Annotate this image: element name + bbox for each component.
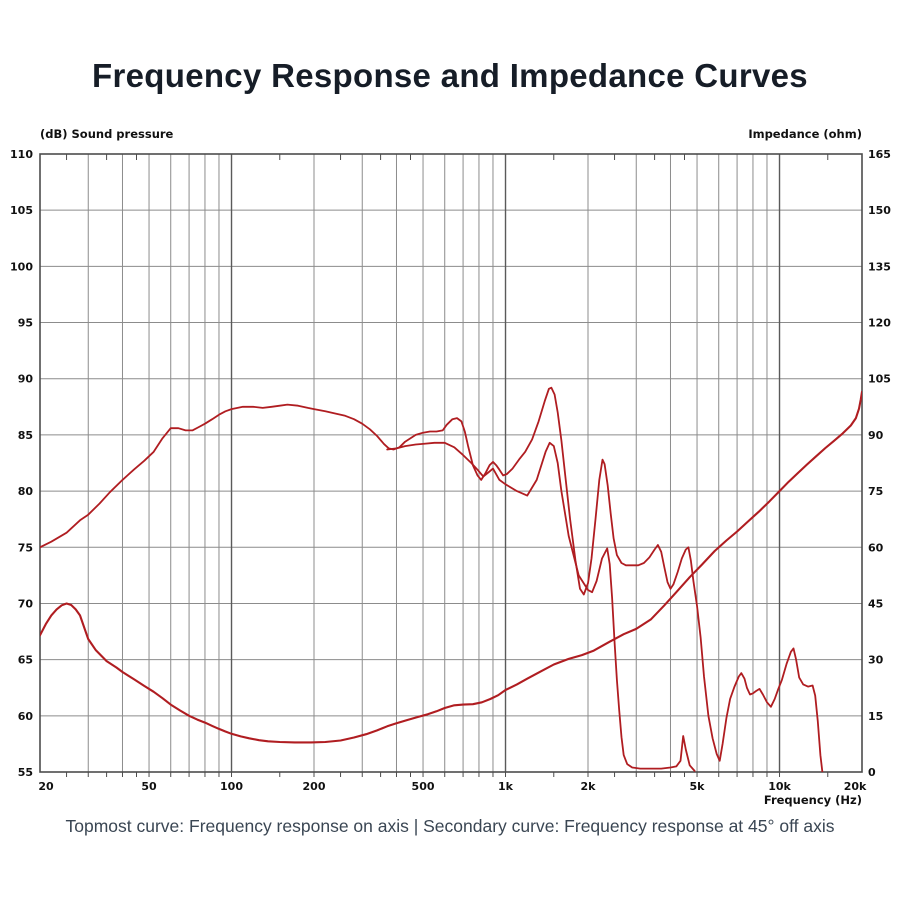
y-right-tick-label: 30 (868, 654, 884, 667)
y-left-tick-label: 90 (18, 373, 34, 386)
left-axis-header: (dB) Sound pressure (40, 127, 174, 141)
y-left-tick-label: 110 (10, 148, 33, 161)
x-tick-label: 20 (38, 780, 54, 793)
x-tick-label: 50 (141, 780, 157, 793)
y-left-tick-label: 80 (18, 485, 34, 498)
x-tick-label: 1k (498, 780, 514, 793)
y-left-tick-label: 70 (18, 597, 34, 610)
y-left-tick-label: 95 (18, 317, 33, 330)
impedance-curve (40, 390, 862, 744)
x-tick-label: 5k (690, 780, 706, 793)
y-left-tick-label: 55 (18, 766, 33, 779)
y-right-tick-label: 150 (868, 204, 891, 217)
y-right-tick-label: 0 (868, 766, 876, 779)
x-tick-label: 2k (581, 780, 597, 793)
on-axis-response-curve (40, 386, 824, 772)
y-left-tick-label: 85 (18, 429, 33, 442)
x-axis-title: Frequency (Hz) (763, 793, 862, 807)
y-right-tick-label: 15 (868, 710, 883, 723)
y-left-tick-label: 75 (18, 541, 33, 554)
y-right-tick-label: 60 (868, 541, 884, 554)
x-tick-label: 10k (768, 780, 791, 793)
page-title: Frequency Response and Impedance Curves (92, 57, 808, 94)
chart-caption: Topmost curve: Frequency response on axi… (65, 816, 835, 836)
y-right-tick-label: 75 (868, 485, 883, 498)
y-right-tick-label: 135 (868, 260, 891, 273)
plot-border (39, 153, 863, 773)
x-tick-label: 200 (303, 780, 326, 793)
y-right-tick-label: 120 (868, 317, 891, 330)
y-left-tick-label: 60 (18, 710, 34, 723)
y-right-tick-label: 165 (868, 148, 891, 161)
x-tick-label: 20k (844, 780, 867, 793)
y-right-tick-label: 90 (868, 429, 884, 442)
y-right-tick-label: 45 (868, 597, 883, 610)
x-tick-label: 100 (220, 780, 243, 793)
x-tick-label: 500 (412, 780, 435, 793)
y-left-tick-label: 100 (10, 260, 33, 273)
y-left-tick-label: 65 (18, 654, 33, 667)
y-left-tick-label: 105 (10, 204, 33, 217)
y-right-tick-label: 105 (868, 373, 891, 386)
right-axis-header: Impedance (ohm) (748, 127, 862, 141)
off-axis-45-response-curve (386, 441, 696, 772)
